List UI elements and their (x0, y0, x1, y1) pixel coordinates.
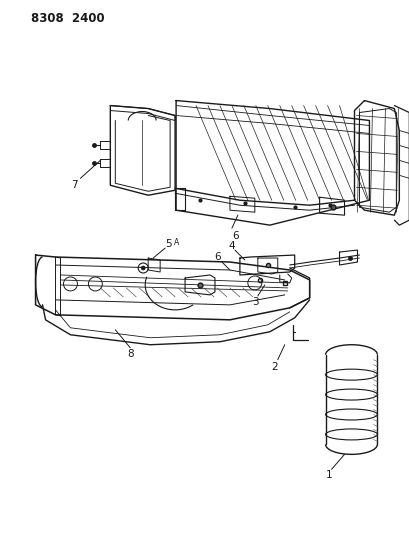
Text: 4: 4 (228, 241, 235, 251)
Circle shape (141, 266, 145, 270)
Text: 8308  2400: 8308 2400 (31, 12, 104, 26)
Text: 7: 7 (71, 180, 78, 190)
Text: 5: 5 (164, 239, 171, 249)
Text: 2: 2 (271, 362, 277, 372)
Text: 1: 1 (326, 470, 332, 480)
Text: 3: 3 (252, 297, 258, 307)
Text: 8: 8 (127, 349, 133, 359)
Text: A: A (173, 238, 178, 247)
Text: 6: 6 (232, 231, 238, 241)
Text: 6: 6 (214, 252, 221, 262)
